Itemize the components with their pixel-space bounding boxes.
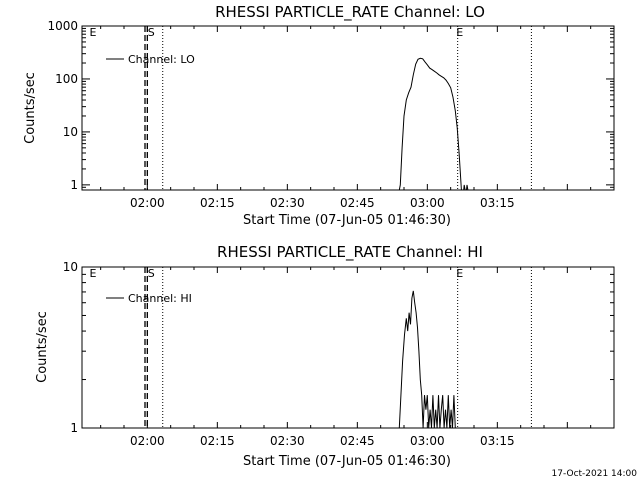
x-tick-label: 02:30: [270, 434, 305, 448]
x-tick-label: 02:00: [130, 196, 165, 210]
legend: Channel: LO: [106, 53, 195, 66]
x-tick-label: 02:00: [130, 434, 165, 448]
y-tick-label: 1: [70, 421, 78, 435]
chart-title: RHESSI PARTICLE_RATE Channel: HI: [217, 243, 483, 262]
event-marker-label: E: [89, 267, 96, 280]
y-axis-label: Counts/sec: [23, 72, 38, 144]
legend-label: Channel: LO: [128, 53, 195, 66]
x-tick-label: 02:45: [340, 434, 375, 448]
event-marker-label: E: [456, 26, 463, 39]
x-tick-label: 03:00: [410, 434, 445, 448]
event-marker-label: S: [148, 26, 155, 39]
x-axis-label: Start Time (07-Jun-05 01:46:30): [243, 454, 451, 469]
generation-timestamp: 17-Oct-2021 14:00: [552, 469, 638, 479]
x-tick-label: 02:15: [200, 434, 235, 448]
x-axis-label: Start Time (07-Jun-05 01:46:30): [243, 213, 451, 228]
y-axis-label: Counts/sec: [35, 311, 50, 383]
x-tick-label: 02:45: [340, 196, 375, 210]
chart-title: RHESSI PARTICLE_RATE Channel: LO: [215, 3, 485, 22]
event-marker-label: E: [89, 26, 96, 39]
plot-frame: [81, 25, 615, 191]
y-tick-label: 10: [63, 125, 78, 139]
y-tick-label: 10: [63, 260, 78, 274]
x-tick-label: 03:15: [480, 434, 515, 448]
x-tick-label: 03:15: [480, 196, 515, 210]
event-marker-label: E: [456, 267, 463, 280]
legend: Channel: HI: [106, 292, 192, 305]
series-line: [398, 290, 457, 429]
series-line-tail: [463, 184, 469, 191]
legend-label: Channel: HI: [128, 292, 192, 305]
panel-lo-channel: RHESSI PARTICLE_RATE Channel: LO Counts/…: [23, 3, 615, 228]
y-tick-label: 100: [55, 72, 78, 86]
y-tick-label: 1000: [47, 19, 78, 33]
x-tick-label: 02:15: [200, 196, 235, 210]
x-tick-label: 02:30: [270, 196, 305, 210]
y-tick-label: 1: [70, 178, 78, 192]
plot-frame: [81, 266, 615, 429]
series-line: [398, 57, 462, 191]
event-marker-label: S: [148, 267, 155, 280]
panel-hi-channel: RHESSI PARTICLE_RATE Channel: HI Counts/…: [35, 243, 615, 469]
x-tick-label: 03:00: [410, 196, 445, 210]
